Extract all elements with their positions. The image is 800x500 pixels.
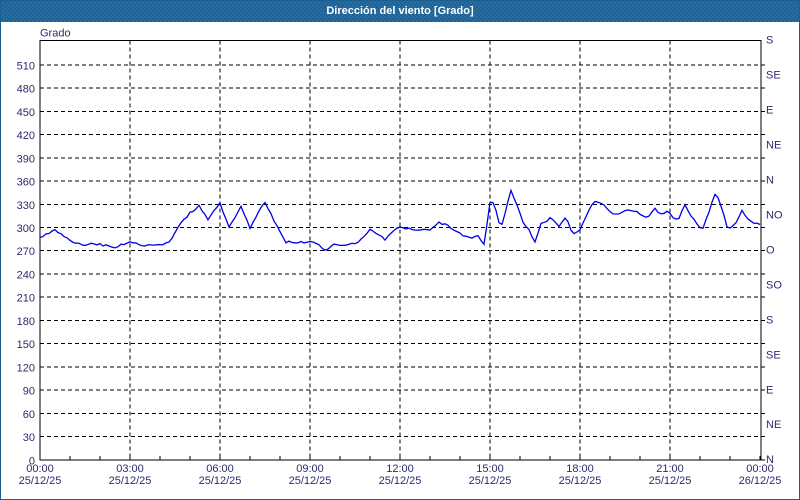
svg-text:330: 330 bbox=[17, 200, 35, 212]
svg-text:21:00: 21:00 bbox=[656, 463, 684, 475]
svg-text:480: 480 bbox=[17, 84, 35, 96]
svg-text:S: S bbox=[766, 35, 773, 47]
svg-text:O: O bbox=[766, 244, 775, 256]
svg-text:00:00: 00:00 bbox=[26, 463, 54, 475]
svg-text:270: 270 bbox=[17, 246, 35, 258]
svg-text:210: 210 bbox=[17, 293, 35, 305]
svg-text:60: 60 bbox=[23, 409, 35, 421]
svg-text:N: N bbox=[766, 454, 774, 466]
svg-text:SO: SO bbox=[766, 279, 782, 291]
svg-text:25/12/25: 25/12/25 bbox=[649, 475, 692, 487]
svg-text:510: 510 bbox=[17, 61, 35, 73]
svg-text:90: 90 bbox=[23, 386, 35, 398]
svg-text:03:00: 03:00 bbox=[116, 463, 144, 475]
svg-text:25/12/25: 25/12/25 bbox=[469, 475, 512, 487]
svg-text:25/12/25: 25/12/25 bbox=[559, 475, 602, 487]
svg-text:360: 360 bbox=[17, 177, 35, 189]
svg-text:12:00: 12:00 bbox=[386, 463, 414, 475]
svg-text:S: S bbox=[766, 314, 773, 326]
svg-text:420: 420 bbox=[17, 130, 35, 142]
svg-text:450: 450 bbox=[17, 107, 35, 119]
svg-text:Grado: Grado bbox=[40, 28, 71, 40]
svg-text:E: E bbox=[766, 105, 773, 117]
svg-text:300: 300 bbox=[17, 223, 35, 235]
svg-text:390: 390 bbox=[17, 154, 35, 166]
svg-text:25/12/25: 25/12/25 bbox=[109, 475, 152, 487]
svg-text:NO: NO bbox=[766, 209, 783, 221]
svg-text:SE: SE bbox=[766, 70, 781, 82]
svg-text:NE: NE bbox=[766, 140, 781, 152]
svg-text:180: 180 bbox=[17, 316, 35, 328]
svg-text:25/12/25: 25/12/25 bbox=[199, 475, 242, 487]
svg-text:25/12/25: 25/12/25 bbox=[19, 475, 62, 487]
svg-text:18:00: 18:00 bbox=[566, 463, 594, 475]
svg-text:N: N bbox=[766, 175, 774, 187]
svg-text:26/12/25: 26/12/25 bbox=[739, 475, 782, 487]
svg-text:09:00: 09:00 bbox=[296, 463, 324, 475]
svg-text:E: E bbox=[766, 384, 773, 396]
svg-text:150: 150 bbox=[17, 339, 35, 351]
svg-text:25/12/25: 25/12/25 bbox=[379, 475, 422, 487]
svg-text:15:00: 15:00 bbox=[476, 463, 504, 475]
svg-text:SE: SE bbox=[766, 349, 781, 361]
svg-text:25/12/25: 25/12/25 bbox=[289, 475, 332, 487]
svg-text:NE: NE bbox=[766, 419, 781, 431]
svg-text:240: 240 bbox=[17, 270, 35, 282]
svg-text:06:00: 06:00 bbox=[206, 463, 234, 475]
svg-text:120: 120 bbox=[17, 363, 35, 375]
svg-text:30: 30 bbox=[23, 432, 35, 444]
